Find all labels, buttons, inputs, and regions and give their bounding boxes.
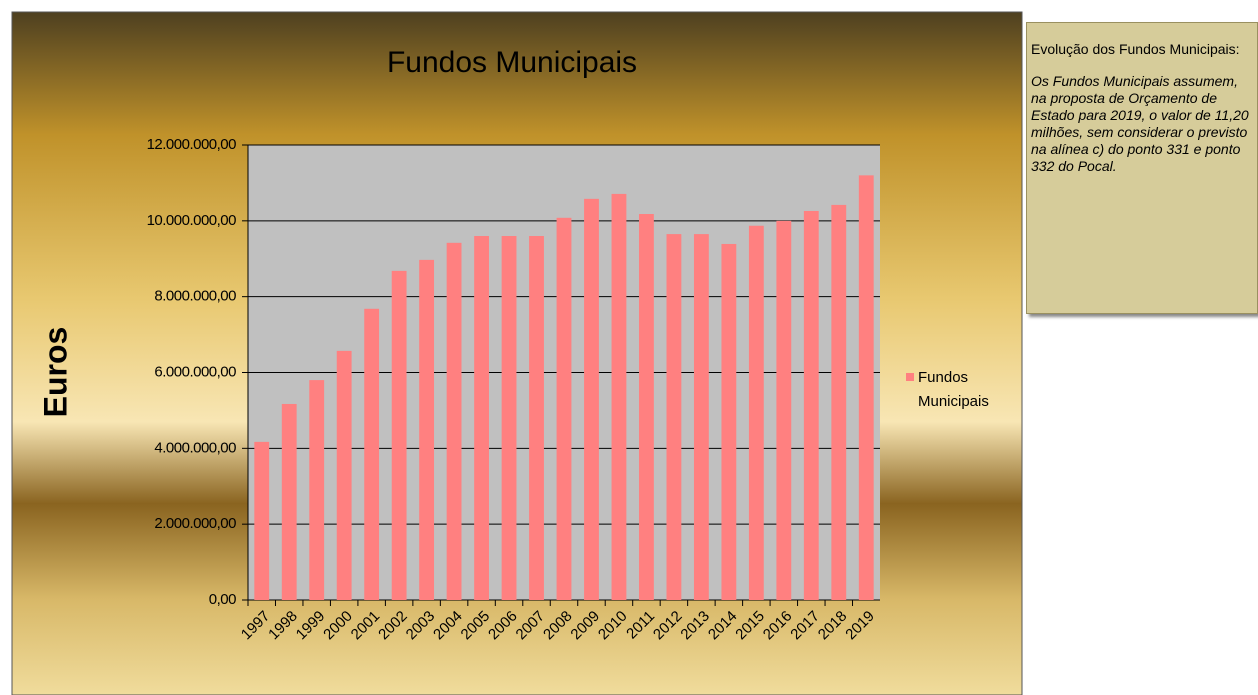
y-axis-label: Euros bbox=[37, 327, 73, 418]
bar bbox=[776, 220, 792, 601]
bar bbox=[611, 193, 627, 600]
bar bbox=[858, 175, 874, 601]
bar bbox=[693, 234, 709, 600]
bar bbox=[529, 236, 544, 600]
y-tick-label: 12.000.000,00 bbox=[147, 136, 237, 153]
note-title: Evolução dos Fundos Municipais: bbox=[1031, 41, 1240, 57]
bar bbox=[281, 403, 297, 600]
bar bbox=[419, 259, 435, 600]
y-tick-label: 4.000.000,00 bbox=[154, 439, 236, 456]
bar bbox=[721, 243, 737, 600]
bar bbox=[309, 380, 325, 600]
bar bbox=[446, 242, 462, 600]
bar bbox=[254, 441, 270, 600]
y-tick-label: 6.000.000,00 bbox=[154, 363, 236, 380]
note-box: Evolução dos Fundos Municipais: Os Fundo… bbox=[1026, 22, 1258, 314]
bar bbox=[803, 210, 819, 600]
y-tick-label: 2.000.000,00 bbox=[154, 515, 236, 532]
chart-title: Fundos Municipais bbox=[387, 46, 637, 79]
bar bbox=[364, 308, 380, 600]
bar bbox=[666, 234, 682, 600]
chart: Fundos Municipais Euros Fundos Municipai… bbox=[11, 11, 1023, 695]
bar bbox=[831, 204, 847, 601]
bar bbox=[639, 214, 654, 600]
bar bbox=[474, 236, 489, 600]
bar bbox=[391, 270, 407, 600]
y-tick-label: 0,00 bbox=[209, 591, 236, 608]
note-text: Os Fundos Municipais assumem, na propost… bbox=[1031, 73, 1249, 174]
y-tick-label: 8.000.000,00 bbox=[154, 288, 236, 305]
bar bbox=[556, 217, 572, 601]
legend-swatch bbox=[906, 373, 914, 381]
legend-label: Fundos Municipais bbox=[918, 369, 989, 410]
y-tick-label: 10.000.000,00 bbox=[147, 212, 237, 229]
bar bbox=[748, 225, 764, 600]
bar bbox=[336, 350, 352, 600]
bar bbox=[501, 236, 517, 600]
bar bbox=[584, 198, 599, 600]
